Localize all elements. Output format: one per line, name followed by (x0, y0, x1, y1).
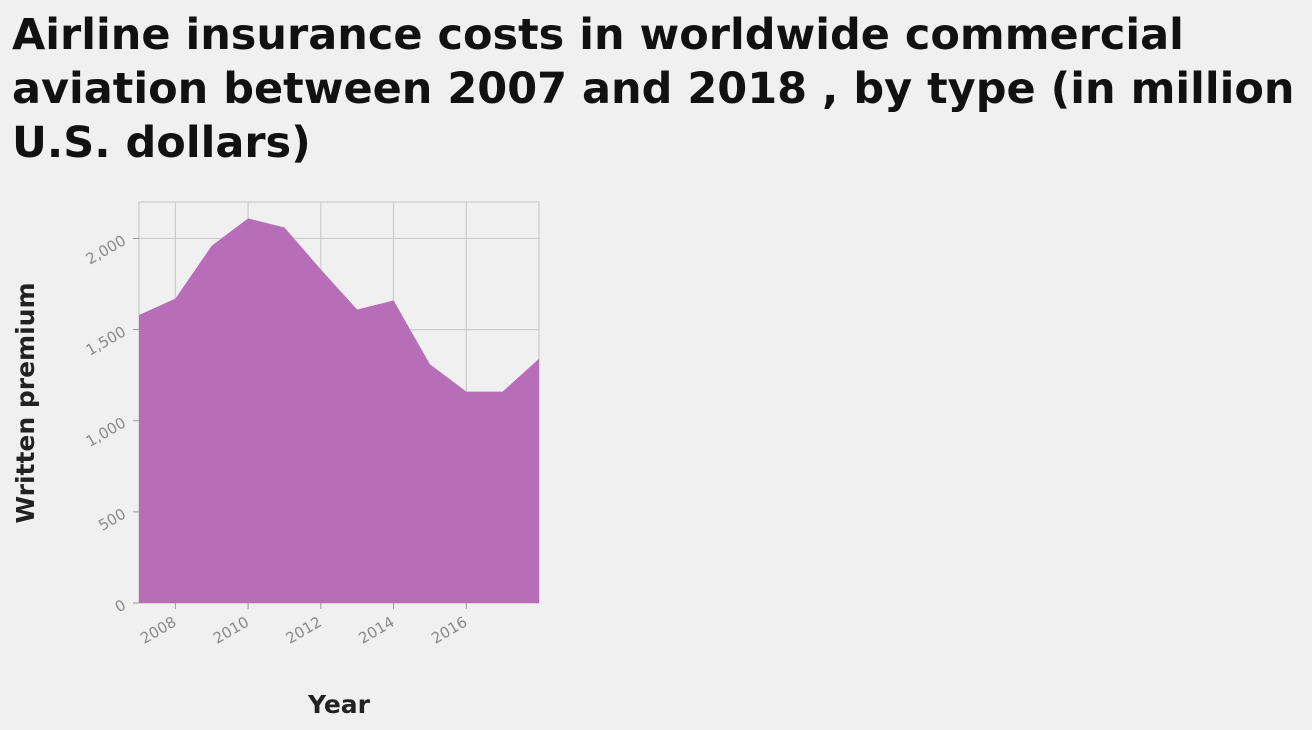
x-axis-title: Year (307, 690, 371, 719)
x-tick-label: 2010 (210, 613, 252, 648)
x-tick-label: 2012 (283, 613, 325, 648)
x-tick-label: 2014 (355, 613, 397, 648)
x-tick-label: 2016 (428, 613, 470, 648)
y-tick-label: 500 (95, 505, 129, 535)
chart-title: Airline insurance costs in worldwide com… (12, 10, 1295, 168)
y-tick-label: 1,500 (83, 322, 129, 359)
y-axis-ticks: 0 500 1,000 1,500 2,000 (83, 231, 139, 616)
area-series (139, 218, 539, 603)
y-tick-label: 0 (112, 596, 129, 616)
y-tick-label: 2,000 (83, 231, 129, 268)
y-axis-title: Written premium (11, 282, 40, 523)
y-tick-label: 1,000 (83, 414, 129, 451)
x-axis-ticks: 2008 2010 2012 2014 2016 (137, 603, 470, 648)
x-tick-label: 2008 (137, 613, 179, 648)
